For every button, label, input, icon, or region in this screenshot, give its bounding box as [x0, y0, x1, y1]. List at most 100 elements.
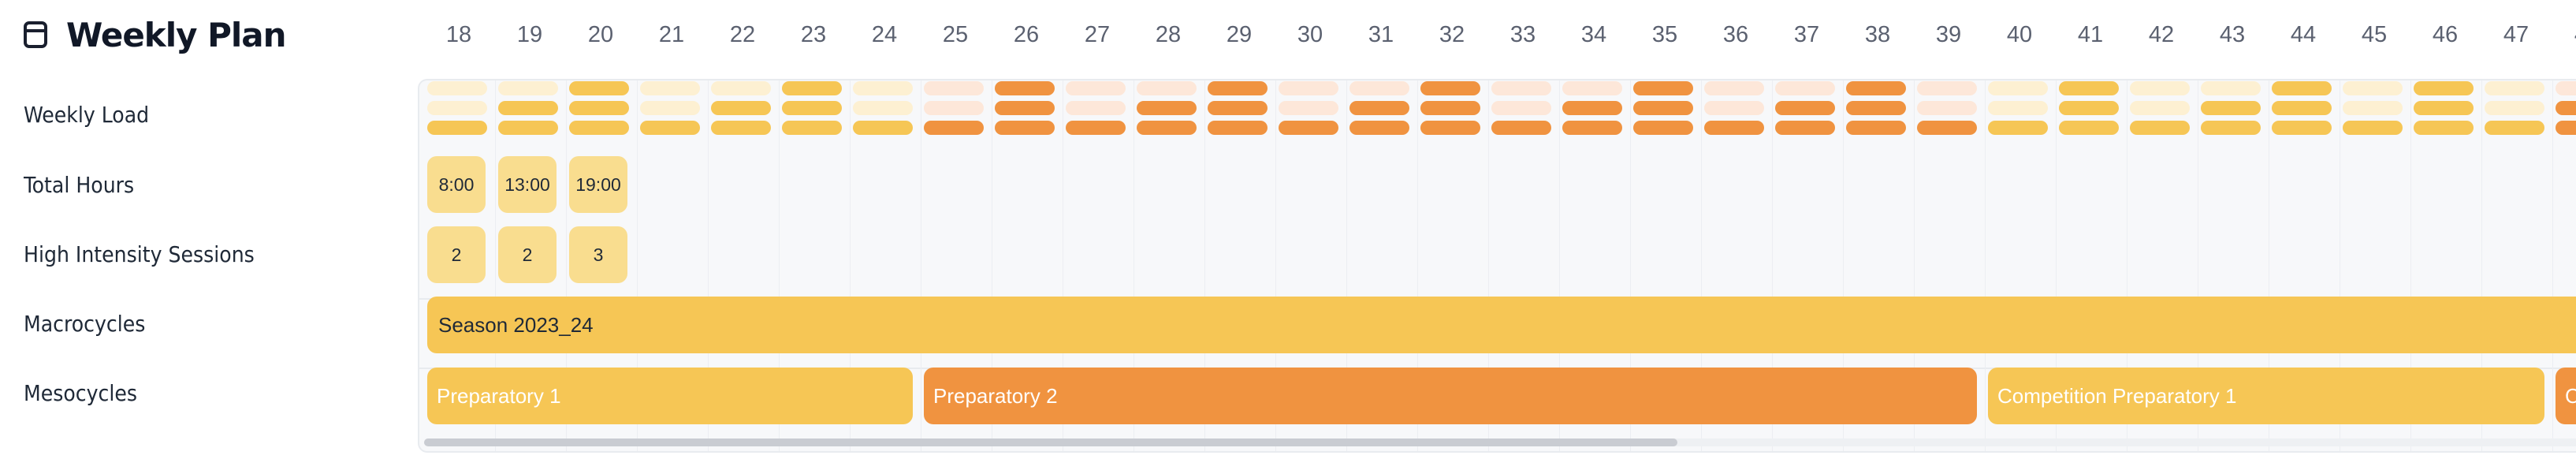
week-header: 26	[1013, 22, 1040, 47]
load-pill	[1988, 101, 2048, 115]
week-header: 38	[1864, 22, 1891, 47]
week-header: 23	[800, 22, 827, 47]
load-pill	[2556, 101, 2576, 115]
load-pill	[1420, 81, 1480, 95]
load-pill	[782, 81, 842, 95]
week-header: 25	[942, 22, 969, 47]
load-pill	[1562, 101, 1622, 115]
week-header: 20	[587, 22, 614, 47]
column-separator	[1914, 80, 1915, 451]
week-header: 33	[1509, 22, 1536, 47]
load-pill	[782, 101, 842, 115]
load-pill	[498, 81, 558, 95]
column-separator	[1843, 80, 1844, 451]
load-pill	[711, 121, 771, 135]
load-pill	[1704, 121, 1764, 135]
row-label-total-hours: Total Hours	[24, 172, 135, 198]
load-pill	[427, 101, 487, 115]
week-header: 44	[2290, 22, 2317, 47]
load-pill	[1562, 121, 1622, 135]
plan-grid[interactable]: 8:00 13:00 19:00 2 2 3 Season 2023_24 Preparato…	[418, 79, 2576, 453]
load-pill	[2414, 81, 2474, 95]
week-header: 36	[1722, 22, 1749, 47]
mesocycle-bar[interactable]: Preparatory 1	[427, 368, 913, 424]
load-pill	[1279, 81, 1338, 95]
load-pill	[2414, 121, 2474, 135]
column-separator	[2552, 80, 2553, 451]
load-pill	[1846, 81, 1906, 95]
load-pill	[1279, 101, 1338, 115]
week-header: 45	[2361, 22, 2388, 47]
column-separator	[2481, 80, 2482, 451]
page-header: Weekly Plan	[24, 9, 287, 60]
load-pill	[2059, 101, 2119, 115]
week-header: 42	[2148, 22, 2175, 47]
week-header: 37	[1793, 22, 1820, 47]
load-pill	[427, 121, 487, 135]
load-pill	[2556, 121, 2576, 135]
load-pill	[1917, 101, 1977, 115]
total-hours-cell[interactable]: 13:00	[498, 156, 557, 213]
high-intensity-cell[interactable]: 3	[569, 226, 627, 283]
horizontal-scrollbar[interactable]	[424, 438, 2576, 446]
load-pill	[1491, 81, 1551, 95]
mesocycle-bar[interactable]: Competition Preparatory 1	[1988, 368, 2544, 424]
load-pill	[1066, 81, 1126, 95]
load-pill	[853, 121, 913, 135]
column-separator	[2056, 80, 2057, 451]
load-pill	[853, 81, 913, 95]
load-pill	[2059, 81, 2119, 95]
high-intensity-cell[interactable]: 2	[427, 226, 486, 283]
week-header: 32	[1439, 22, 1465, 47]
load-pill	[2414, 101, 2474, 115]
high-intensity-cell[interactable]: 2	[498, 226, 557, 283]
load-pill	[1137, 101, 1197, 115]
column-separator	[637, 80, 638, 451]
week-header: 29	[1226, 22, 1253, 47]
column-separator	[1772, 80, 1773, 451]
load-pill	[1988, 121, 2048, 135]
load-pill	[1633, 81, 1693, 95]
total-hours-cell[interactable]: 8:00	[427, 156, 486, 213]
scrollbar-thumb[interactable]	[424, 438, 1677, 446]
load-pill	[1988, 81, 2048, 95]
week-header: 41	[2077, 22, 2104, 47]
week-header: 28	[1155, 22, 1182, 47]
load-pill	[2485, 121, 2544, 135]
column-separator	[566, 80, 567, 451]
week-header: 40	[2006, 22, 2033, 47]
load-pill	[2343, 101, 2403, 115]
load-pill	[995, 121, 1055, 135]
load-pill	[711, 101, 771, 115]
load-pill	[1917, 121, 1977, 135]
load-pill	[782, 121, 842, 135]
row-label-weekly-load: Weekly Load	[24, 102, 150, 128]
column-separator	[1488, 80, 1489, 451]
load-pill	[924, 81, 984, 95]
week-header: 27	[1084, 22, 1111, 47]
column-separator	[2410, 80, 2411, 451]
load-pill	[711, 81, 771, 95]
load-pill	[995, 101, 1055, 115]
week-header: 22	[729, 22, 756, 47]
load-pill	[1704, 101, 1764, 115]
load-pill	[2343, 81, 2403, 95]
load-pill	[1208, 121, 1268, 135]
row-label-mesocycles: Mesocycles	[24, 380, 138, 406]
row-label-macrocycles: Macrocycles	[24, 311, 146, 337]
week-header: 48	[2552, 17, 2576, 52]
load-pill	[1491, 121, 1551, 135]
load-pill	[1775, 121, 1835, 135]
load-pill	[1137, 121, 1197, 135]
load-pill	[2272, 81, 2332, 95]
mesocycle-bar[interactable]: Preparatory 2	[924, 368, 1977, 424]
load-pill	[1491, 101, 1551, 115]
load-pill	[498, 121, 558, 135]
week-header: 47	[2503, 22, 2529, 47]
macrocycle-bar[interactable]: Season 2023_24	[427, 297, 2576, 353]
load-pill	[2556, 81, 2576, 95]
mesocycle-bar[interactable]: Co	[2556, 368, 2576, 424]
total-hours-cell[interactable]: 19:00	[569, 156, 627, 213]
load-pill	[1420, 101, 1480, 115]
load-pill	[2343, 121, 2403, 135]
